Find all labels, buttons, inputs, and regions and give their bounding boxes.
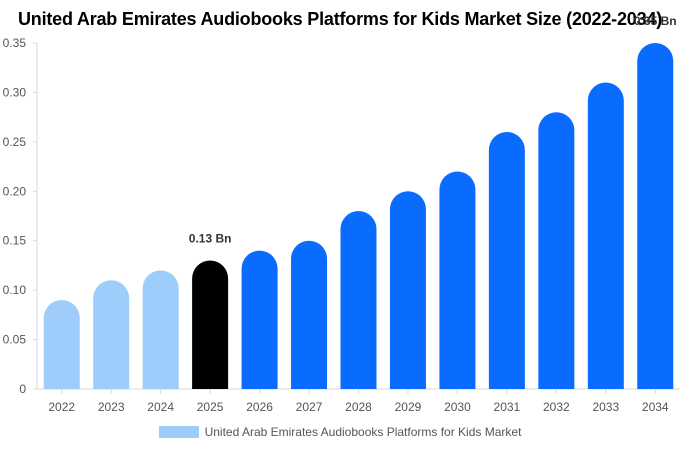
x-tick-label: 2033 bbox=[592, 400, 619, 414]
x-tick-label: 2027 bbox=[296, 400, 323, 414]
x-tick-label: 2030 bbox=[444, 400, 471, 414]
x-tick-label: 2029 bbox=[395, 400, 422, 414]
y-tick-label: 0.05 bbox=[3, 333, 27, 347]
y-tick-label: 0.15 bbox=[3, 234, 27, 248]
x-tick-label: 2024 bbox=[147, 400, 174, 414]
bar-2029 bbox=[389, 191, 426, 389]
x-tick-label: 2025 bbox=[197, 400, 224, 414]
bar-2034 bbox=[637, 43, 674, 389]
legend-swatch bbox=[158, 426, 199, 438]
x-tick-label: 2022 bbox=[48, 400, 75, 414]
x-tick-label: 2023 bbox=[98, 400, 125, 414]
y-tick-label: 0 bbox=[19, 382, 26, 396]
bar-2028 bbox=[340, 211, 377, 389]
bar-2027 bbox=[291, 240, 328, 389]
data-label: 0.35 Bn bbox=[634, 14, 677, 28]
bar-2030 bbox=[439, 171, 476, 389]
y-tick-label: 0.20 bbox=[3, 184, 27, 198]
legend-label: United Arab Emirates Audiobooks Platform… bbox=[204, 425, 522, 439]
chart-title: United Arab Emirates Audiobooks Platform… bbox=[17, 9, 663, 29]
bar-2022 bbox=[43, 300, 80, 389]
bar-2031 bbox=[488, 131, 525, 389]
x-tick-label: 2032 bbox=[543, 400, 570, 414]
x-tick-label: 2034 bbox=[642, 400, 669, 414]
x-tick-label: 2026 bbox=[246, 400, 273, 414]
bar-2032 bbox=[538, 112, 575, 389]
data-label: 0.13 Bn bbox=[189, 231, 232, 245]
legend: United Arab Emirates Audiobooks Platform… bbox=[0, 425, 680, 439]
bar-2025 bbox=[192, 260, 229, 389]
bar-2026 bbox=[241, 250, 278, 389]
x-tick-label: 2031 bbox=[494, 400, 521, 414]
bar-2033 bbox=[587, 82, 624, 390]
y-tick-label: 0.35 bbox=[3, 36, 27, 50]
y-tick-label: 0.10 bbox=[3, 283, 27, 297]
y-tick-label: 0.25 bbox=[3, 135, 27, 149]
y-tick-label: 0.30 bbox=[3, 85, 27, 99]
bar-2024 bbox=[142, 270, 179, 389]
bar-2023 bbox=[93, 280, 130, 389]
x-tick-label: 2028 bbox=[345, 400, 372, 414]
